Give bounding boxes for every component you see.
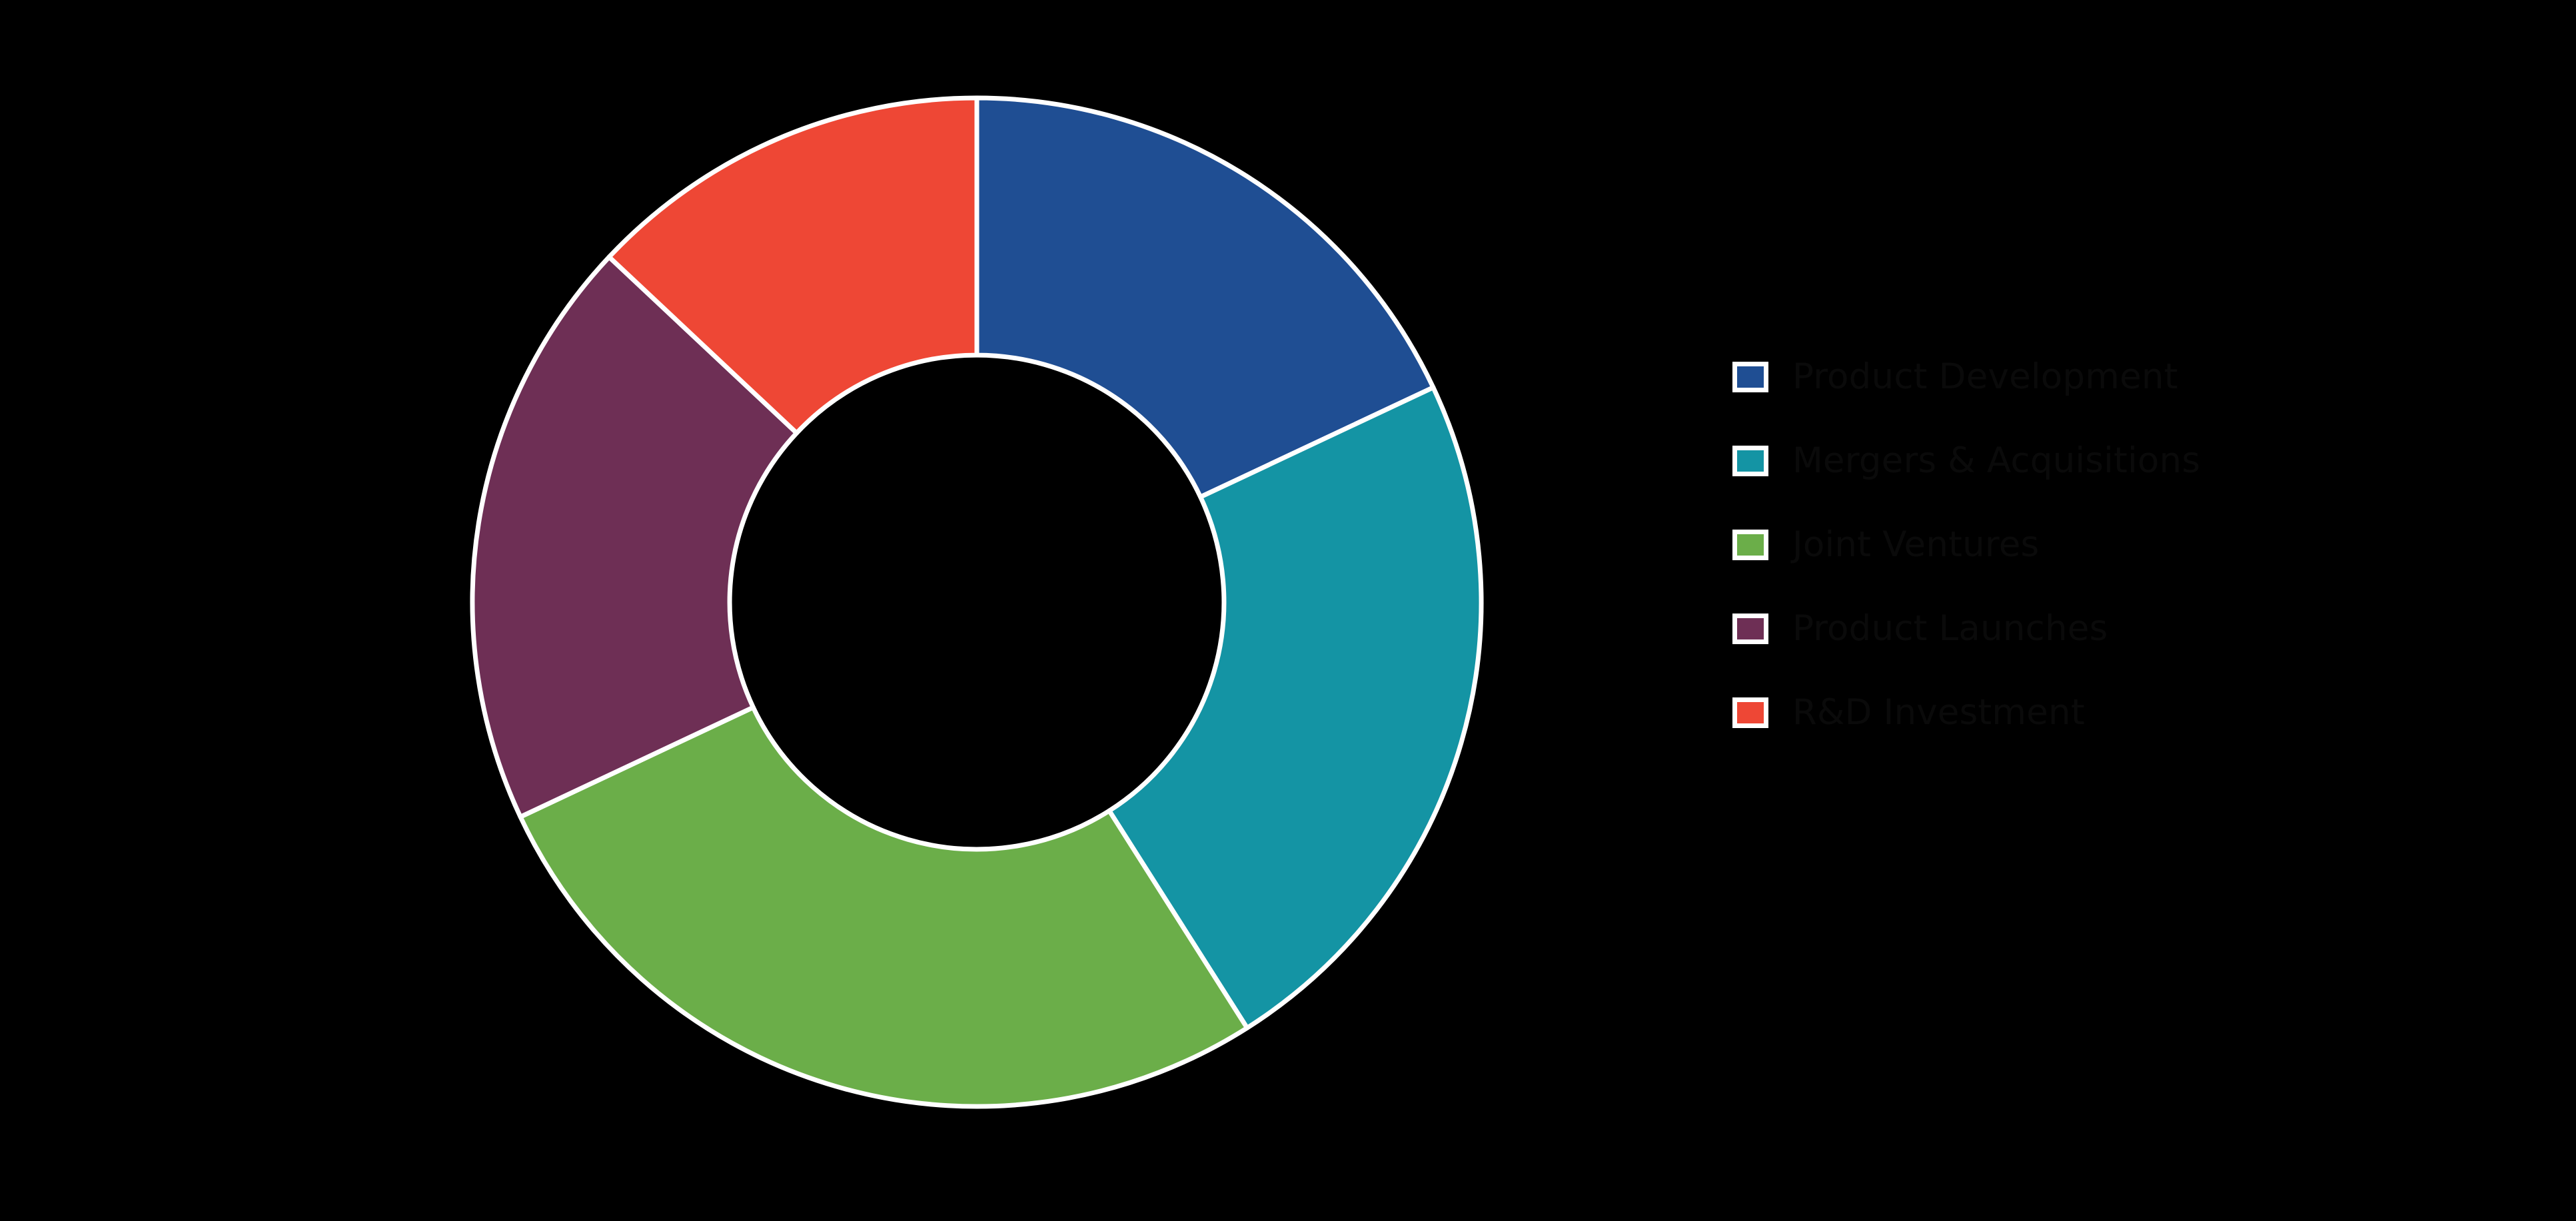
legend-item-label: Joint Ventures [1792,524,2040,566]
legend-color-swatch [1737,702,1764,723]
legend-item-label: Product Development [1792,356,2178,398]
legend-color-swatch [1737,366,1764,388]
legend-swatch-frame [1732,697,1768,728]
donut-wedge-3[interactable] [518,705,1250,1109]
donut-chart-svg [470,95,1484,1109]
legend-item-4[interactable]: Product Launches [1732,604,2465,654]
donut-wedge-2[interactable] [1107,385,1484,1030]
donut-wedge-1[interactable] [974,95,1436,500]
chart-legend: Product Development Mergers & Acquisition… [1732,352,2465,738]
legend-item-label: Mergers & Acquisitions [1792,440,2201,482]
legend-item-2[interactable]: Mergers & Acquisitions [1732,436,2465,486]
legend-color-swatch [1737,618,1764,639]
legend-swatch-frame [1732,362,1768,392]
legend-swatch-frame [1732,613,1768,644]
legend-color-swatch [1737,450,1764,472]
legend-item-3[interactable]: Joint Ventures [1732,520,2465,570]
legend-item-label: Product Launches [1792,608,2108,649]
legend-swatch-frame [1732,530,1768,560]
legend-swatch-frame [1732,446,1768,476]
legend-item-label: R&D Investment [1792,692,2085,733]
legend-item-1[interactable]: Product Development [1732,352,2465,402]
donut-wedge-group [470,95,1484,1109]
legend-item-5[interactable]: R&D Investment [1732,687,2465,738]
donut-chart [468,93,1486,1111]
legend-color-swatch [1737,534,1764,556]
donut-wedge-4[interactable] [470,254,800,819]
donut-wedge-5[interactable] [606,95,979,436]
